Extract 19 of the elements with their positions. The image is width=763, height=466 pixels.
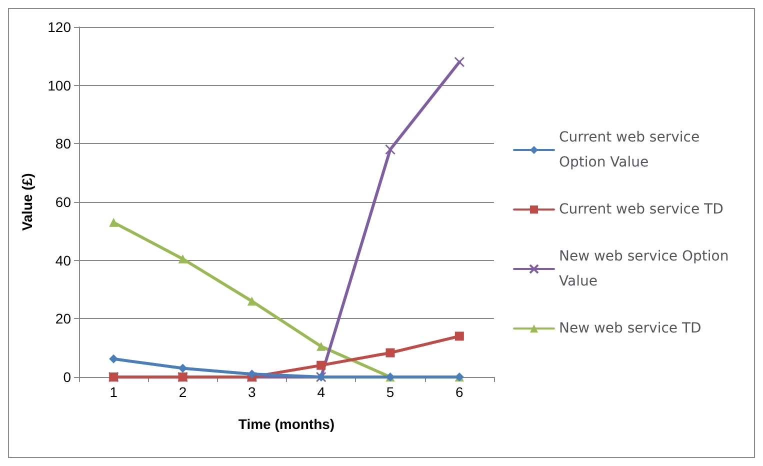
y-tick-label: 120	[48, 19, 72, 35]
x-tick-label: 5	[386, 384, 394, 400]
y-tick-label: 0	[63, 369, 72, 385]
legend-label: Current web service Option Value	[559, 130, 704, 170]
y-tick-label: 60	[55, 194, 72, 210]
x-tick-label: 3	[248, 384, 256, 400]
y-tick-label: 80	[55, 136, 72, 152]
x-tick-label: 6	[456, 384, 464, 400]
y-tick-label: 100	[48, 77, 72, 94]
legend-label: New web service Option Value	[559, 248, 734, 290]
x-tick-label: 4	[317, 384, 326, 400]
y-tick-label: 20	[55, 310, 72, 327]
y-axis-title: Value (£)	[19, 173, 35, 231]
x-tick-label: 1	[110, 384, 118, 400]
x-axis-title: Time (months)	[238, 416, 335, 432]
legend-label: Current web service TD	[559, 202, 724, 218]
y-tick-label: 40	[55, 252, 72, 268]
x-tick-label: 2	[178, 384, 187, 400]
legend-label: New web service TD	[559, 320, 702, 336]
